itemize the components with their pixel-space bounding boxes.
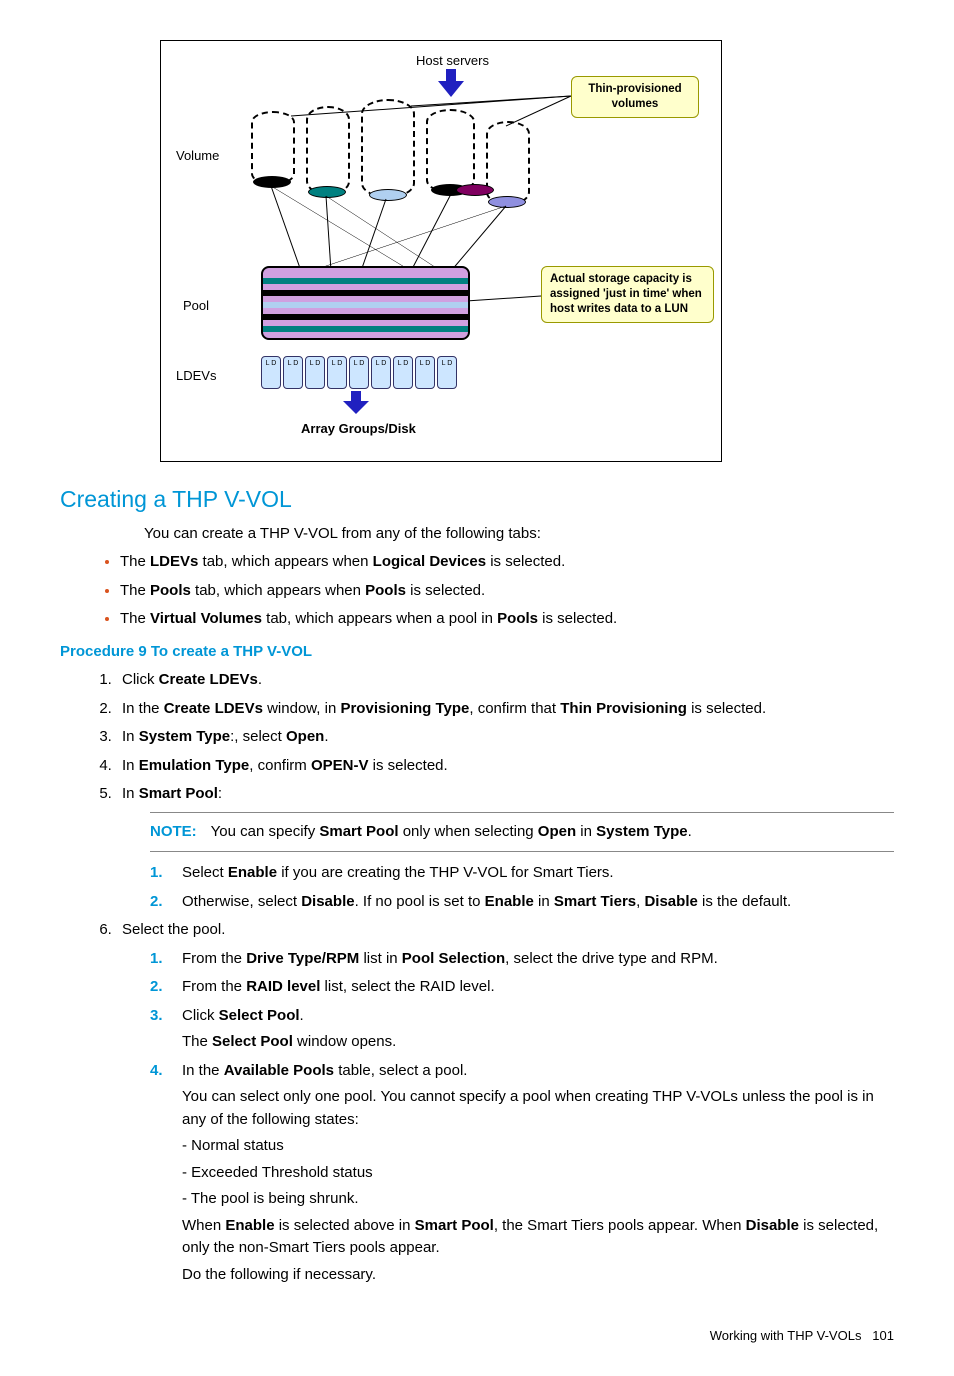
diagram-container: Host servers [160, 40, 894, 462]
bullet-list: The LDEVs tab, which appears when Logica… [60, 551, 894, 631]
label-ldevs: LDEVs [176, 366, 216, 386]
note-label: NOTE: [150, 823, 197, 840]
arrow-down-icon [436, 69, 466, 99]
bullet-item: The Pools tab, which appears when Pools … [120, 580, 894, 603]
step-2: In the Create LDEVs window, in Provision… [116, 698, 894, 721]
step-3: In System Type:, select Open. [116, 726, 894, 749]
ldev-cyl: L D [415, 356, 435, 389]
pool-rect [261, 266, 470, 340]
ldev-cyl: L D [349, 356, 369, 389]
ldev-cyl: L D [437, 356, 457, 389]
label-host-servers: Host servers [416, 51, 489, 71]
disc-6 [488, 196, 526, 208]
substep: Otherwise, select Disable. If no pool is… [150, 891, 894, 914]
arrow-down-icon-2 [341, 391, 371, 416]
heading-title: Creating a THP V-VOL [60, 482, 894, 517]
label-array-groups: Array Groups/Disk [301, 419, 416, 439]
substep: From the Drive Type/RPM list in Pool Sel… [150, 948, 894, 971]
substep: In the Available Pools table, select a p… [150, 1060, 894, 1287]
disc-2 [308, 186, 346, 198]
step5-substeps: Select Enable if you are creating the TH… [122, 862, 894, 913]
ldev-cyl: L D [305, 356, 325, 389]
ldev-cyl: L D [393, 356, 413, 389]
procedure-steps: Click Create LDEVs. In the Create LDEVs … [60, 669, 894, 1286]
cyl-5 [486, 121, 530, 205]
sub-text: - The pool is being shrunk. [182, 1188, 894, 1211]
substep: Select Enable if you are creating the TH… [150, 862, 894, 885]
note-block: NOTE:You can specify Smart Pool only whe… [150, 812, 894, 853]
step6-substeps: From the Drive Type/RPM list in Pool Sel… [122, 948, 894, 1287]
label-volume: Volume [176, 146, 219, 166]
disc-5 [456, 184, 494, 196]
step-1: Click Create LDEVs. [116, 669, 894, 692]
diagram-box: Host servers [160, 40, 722, 462]
cyl-1 [251, 111, 295, 185]
ldev-cyl: L D [371, 356, 391, 389]
sub-text: Do the following if necessary. [182, 1264, 894, 1287]
substep: From the RAID level list, select the RAI… [150, 976, 894, 999]
step-6: Select the pool. From the Drive Type/RPM… [116, 919, 894, 1286]
bullet-item: The LDEVs tab, which appears when Logica… [120, 551, 894, 574]
callout-thin-prov: Thin-provisioned volumes [571, 76, 699, 118]
disc-1 [253, 176, 291, 188]
sub-text: The Select Pool window opens. [182, 1031, 894, 1054]
step-5: In Smart Pool: NOTE:You can specify Smar… [116, 783, 894, 913]
sub-text: - Exceeded Threshold status [182, 1162, 894, 1185]
sub-text: When Enable is selected above in Smart P… [182, 1215, 894, 1260]
intro-text: You can create a THP V-VOL from any of t… [144, 523, 894, 546]
cyl-3 [361, 99, 415, 198]
ldev-cyl: L D [327, 356, 347, 389]
cyl-2 [306, 106, 350, 195]
page-number: 101 [872, 1328, 894, 1343]
procedure-title: Procedure 9 To create a THP V-VOL [60, 641, 894, 664]
ldev-cyl: L D [283, 356, 303, 389]
substep: Click Select Pool. The Select Pool windo… [150, 1005, 894, 1054]
sub-text: You can select only one pool. You cannot… [182, 1086, 894, 1131]
sub-text: - Normal status [182, 1135, 894, 1158]
footer-text: Working with THP V-VOLs [710, 1328, 862, 1343]
disc-3 [369, 189, 407, 201]
step-4: In Emulation Type, confirm OPEN-V is sel… [116, 755, 894, 778]
cyl-4 [426, 109, 475, 193]
page-footer: Working with THP V-VOLs 101 [60, 1326, 894, 1346]
label-pool: Pool [183, 296, 209, 316]
callout-storage: Actual storage capacity is assigned 'jus… [541, 266, 714, 323]
bullet-item: The Virtual Volumes tab, which appears w… [120, 608, 894, 631]
ldev-cyl: L D [261, 356, 281, 389]
